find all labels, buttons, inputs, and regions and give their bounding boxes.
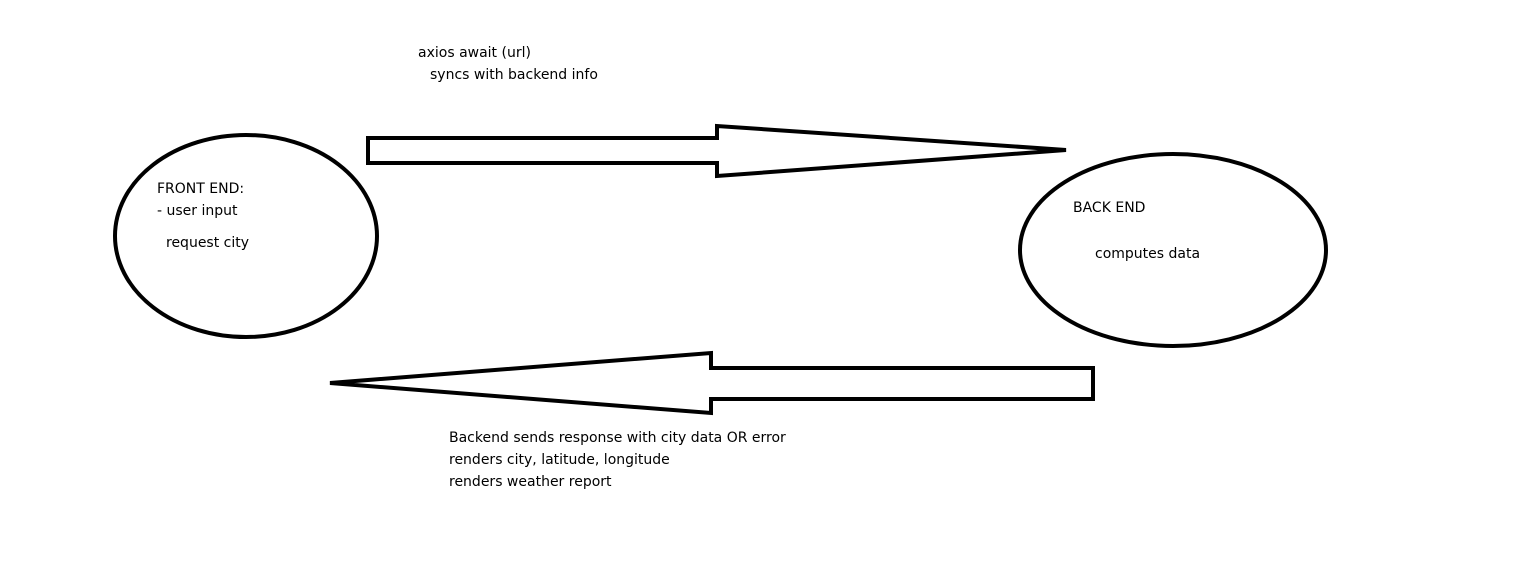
front-end-item-1: - user input [157, 203, 238, 219]
request-arrow [366, 123, 1067, 179]
bottom-label-line-3: renders weather report [449, 474, 612, 490]
front-end-title: FRONT END: [157, 181, 245, 197]
back-end-title: BACK END [1073, 200, 1146, 216]
top-label-line-2: syncs with backend info [430, 67, 598, 83]
bottom-label-line-2: renders city, latitude, longitude [449, 452, 670, 468]
back-end-ellipse [1018, 152, 1328, 348]
front-end-item-2: request city [166, 235, 250, 251]
response-arrow [329, 350, 1095, 416]
front-end-ellipse [113, 133, 379, 339]
back-end-item-1: computes data [1095, 246, 1201, 262]
top-label-line-1: axios await (url) [418, 45, 531, 61]
bottom-label-line-1: Backend sends response with city data OR… [449, 430, 786, 446]
